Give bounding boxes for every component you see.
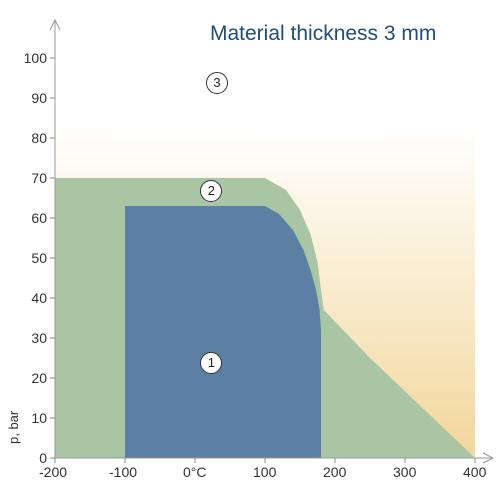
x-tick-label: 100	[253, 464, 276, 480]
x-tick-label: 300	[393, 464, 416, 480]
x-tick-label: -100	[109, 464, 137, 480]
x-tick-label: 200	[323, 464, 346, 480]
x-tick-label: 400	[463, 464, 486, 480]
y-tick-label: 50	[31, 250, 47, 266]
y-tick-label: 30	[31, 330, 47, 346]
y-axis-label: p, bar	[6, 411, 21, 444]
y-tick-label: 60	[31, 210, 47, 226]
y-tick-label: 80	[31, 130, 47, 146]
y-tick-label: 70	[31, 170, 47, 186]
y-tick-label: 40	[31, 290, 47, 306]
y-tick-label: 20	[31, 370, 47, 386]
pressure-temperature-chart: Material thickness 3 mm 0102030405060708…	[0, 0, 500, 500]
y-tick-label: 90	[31, 90, 47, 106]
y-tick-label: 10	[31, 410, 47, 426]
chart-svg	[0, 0, 500, 500]
x-tick-label: -200	[39, 464, 67, 480]
x-tick-label: 0°C	[183, 464, 207, 480]
chart-title: Material thickness 3 mm	[210, 22, 436, 46]
y-tick-label: 100	[24, 50, 47, 66]
region-3-badge: 3	[206, 72, 228, 94]
